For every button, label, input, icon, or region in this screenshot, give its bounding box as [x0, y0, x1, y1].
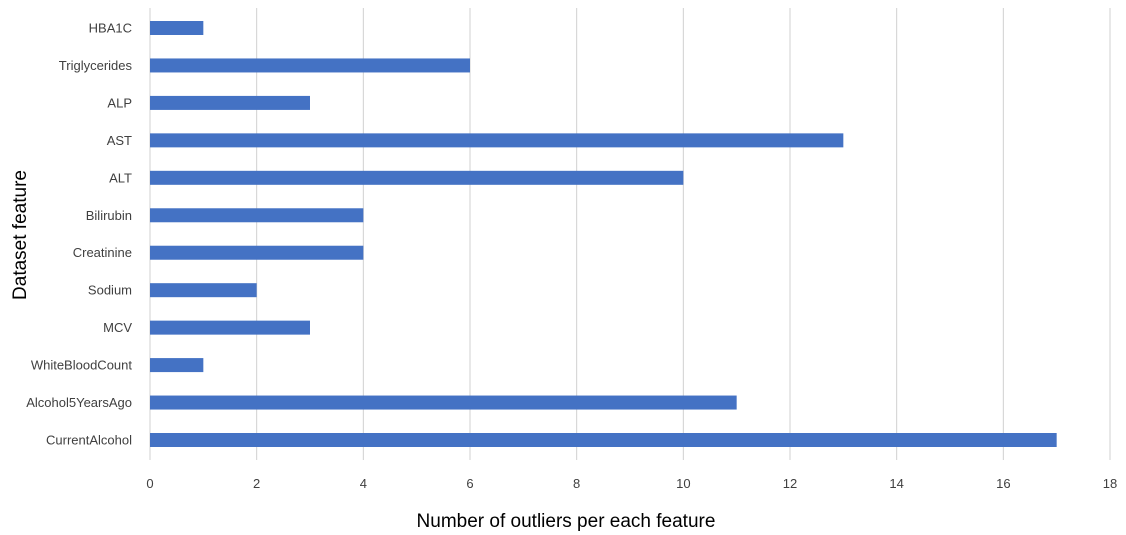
x-tick-label: 6: [466, 476, 473, 491]
category-labels: HBA1C Triglycerides ALP AST ALT Bilirubin Crea…: [26, 21, 132, 448]
x-tick-label: 14: [889, 476, 903, 491]
bar-bilirubin: [150, 208, 364, 223]
category-label: Alcohol5YearsAgo: [26, 395, 132, 410]
x-tick-label: 18: [1103, 476, 1117, 491]
category-label: WhiteBloodCount: [31, 358, 133, 373]
x-tick-label: 0: [146, 476, 153, 491]
x-axis-title: Number of outliers per each feature: [417, 511, 716, 532]
bar-alt: [150, 170, 684, 185]
bar-alcohol5yearsago: [150, 395, 737, 410]
x-tick-label: 8: [573, 476, 580, 491]
x-tick-labels: 0 2 4 6 8 10 12 14 16 18: [146, 476, 1117, 491]
category-label: Triglycerides: [59, 58, 133, 73]
bar-currentalcohol: [150, 433, 1057, 447]
bar-mcv: [150, 320, 310, 335]
x-tick-label: 10: [676, 476, 690, 491]
bar-hba1c: [150, 21, 204, 35]
bars: [150, 21, 1057, 447]
bar-whitebloodcount: [150, 358, 204, 373]
category-label: ALP: [107, 95, 132, 110]
bar-creatinine: [150, 245, 364, 260]
x-tick-label: 12: [783, 476, 797, 491]
category-label: AST: [107, 133, 132, 148]
x-tick-label: 2: [253, 476, 260, 491]
category-label: HBA1C: [89, 21, 132, 36]
category-label: ALT: [109, 170, 132, 185]
bar-sodium: [150, 283, 257, 298]
category-label: Sodium: [88, 283, 132, 298]
x-tick-label: 4: [360, 476, 367, 491]
bar-ast: [150, 133, 844, 148]
y-axis-title: Dataset feature: [10, 170, 31, 300]
category-label: CurrentAlcohol: [46, 433, 132, 448]
grid-lines: [149, 8, 1111, 460]
x-tick-label: 16: [996, 476, 1010, 491]
bar-triglycerides: [150, 58, 470, 73]
category-label: MCV: [103, 320, 132, 335]
category-label: Creatinine: [73, 245, 132, 260]
category-label: Bilirubin: [86, 208, 132, 223]
bar-alp: [150, 95, 310, 110]
